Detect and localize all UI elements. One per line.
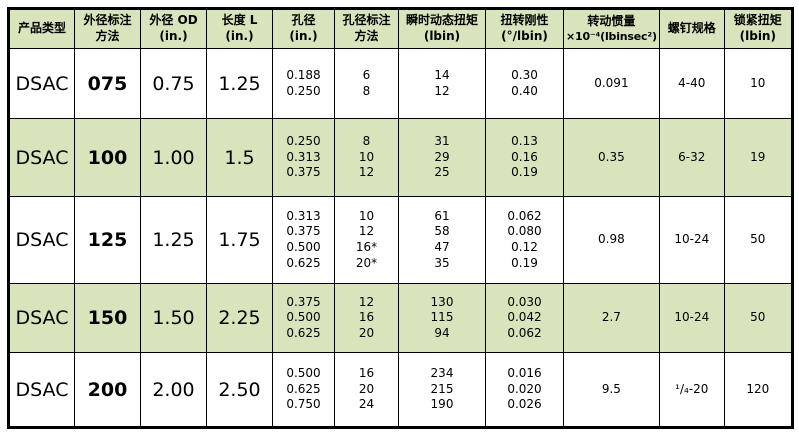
cell-torque: 130 115 94 (398, 283, 486, 353)
header-product-type: 产品类型 (8, 8, 75, 49)
cell-bore-code: 16 20 24 (334, 352, 399, 428)
cell-torque: 14 12 (398, 48, 486, 119)
cell-stiffness: 0.13 0.16 0.19 (485, 118, 564, 197)
cell-torque: 31 29 25 (398, 118, 486, 197)
cell-screw: 6-32 (658, 118, 725, 197)
cell-bore: 0.188 0.250 (272, 48, 335, 119)
header-length: 长度 L (in.) (206, 8, 273, 49)
cell-bore-code: 12 16 20 (334, 283, 399, 353)
cell-lock-torque: 10 (723, 48, 793, 119)
cell-od-code: 200 (74, 352, 141, 428)
table-row: DSAC 100 1.00 1.5 0.250 0.313 0.375 8 10… (8, 118, 793, 197)
cell-od-code: 125 (74, 196, 141, 284)
header-bore-code: 孔径标注 方法 (334, 8, 399, 49)
cell-od-code: 075 (74, 48, 141, 119)
cell-inertia: 0.35 (563, 118, 660, 197)
cell-od-code: 150 (74, 283, 141, 353)
table-row: DSAC 125 1.25 1.75 0.313 0.375 0.500 0.6… (8, 196, 793, 284)
cell-stiffness: 0.062 0.080 0.12 0.19 (485, 196, 564, 284)
cell-product: DSAC (8, 283, 75, 353)
header-od: 外径 OD (in.) (140, 8, 207, 49)
header-dynamic-torque: 瞬时动态扭矩 (lbin) (398, 8, 486, 49)
cell-lock-torque: 50 (723, 283, 793, 353)
header-row: 产品类型 外径标注 方法 外径 OD (in.) 长度 L (in.) 孔径 (in.)… (8, 8, 793, 49)
product-spec-table: 产品类型 外径标注 方法 外径 OD (in.) 长度 L (in.) 孔径 (in.)… (7, 7, 794, 429)
cell-inertia: 2.7 (563, 283, 660, 353)
cell-bore: 0.500 0.625 0.750 (272, 352, 335, 428)
cell-product: DSAC (8, 352, 75, 428)
cell-inertia: 0.091 (563, 48, 660, 119)
cell-torque: 234 215 190 (398, 352, 486, 428)
cell-od: 1.50 (140, 283, 207, 353)
header-od-code: 外径标注 方法 (74, 8, 141, 49)
cell-od-code: 100 (74, 118, 141, 197)
cell-length: 1.25 (206, 48, 273, 119)
cell-stiffness: 0.016 0.020 0.026 (485, 352, 564, 428)
cell-inertia: 0.98 (563, 196, 660, 284)
cell-length: 1.5 (206, 118, 273, 197)
cell-lock-torque: 19 (723, 118, 793, 197)
cell-bore: 0.313 0.375 0.500 0.625 (272, 196, 335, 284)
cell-product: DSAC (8, 118, 75, 197)
header-screw-spec: 螺钉规格 (658, 8, 725, 49)
header-lock-torque: 锁紧扭矩 (lbin) (723, 8, 793, 49)
cell-stiffness: 0.30 0.40 (485, 48, 564, 119)
cell-screw: 4-40 (658, 48, 725, 119)
cell-bore-code: 10 12 16* 20* (334, 196, 399, 284)
cell-bore: 0.250 0.313 0.375 (272, 118, 335, 197)
header-torsional-stiffness: 扭转刚性 (°/lbin) (485, 8, 564, 49)
cell-od: 1.25 (140, 196, 207, 284)
cell-od: 2.00 (140, 352, 207, 428)
cell-bore-code: 8 10 12 (334, 118, 399, 197)
cell-screw: 10-24 (658, 196, 725, 284)
header-bore: 孔径 (in.) (272, 8, 335, 49)
spec-table-sheet: 产品类型 外径标注 方法 外径 OD (in.) 长度 L (in.) 孔径 (in.)… (7, 7, 794, 429)
cell-lock-torque: 50 (723, 196, 793, 284)
cell-product: DSAC (8, 196, 75, 284)
header-inertia: 转动惯量 ×10⁻⁴(lbinsec²) (563, 8, 660, 49)
cell-bore: 0.375 0.500 0.625 (272, 283, 335, 353)
cell-stiffness: 0.030 0.042 0.062 (485, 283, 564, 353)
cell-screw: ¹/₄-20 (658, 352, 725, 428)
table-row: DSAC 200 2.00 2.50 0.500 0.625 0.750 16 … (8, 352, 793, 428)
cell-torque: 61 58 47 35 (398, 196, 486, 284)
cell-od: 0.75 (140, 48, 207, 119)
table-row: DSAC 150 1.50 2.25 0.375 0.500 0.625 12 … (8, 283, 793, 353)
table-row: DSAC 075 0.75 1.25 0.188 0.250 6 8 14 12… (8, 48, 793, 119)
cell-lock-torque: 120 (723, 352, 793, 428)
cell-inertia: 9.5 (563, 352, 660, 428)
cell-product: DSAC (8, 48, 75, 119)
cell-length: 2.50 (206, 352, 273, 428)
cell-screw: 10-24 (658, 283, 725, 353)
cell-length: 1.75 (206, 196, 273, 284)
cell-bore-code: 6 8 (334, 48, 399, 119)
cell-od: 1.00 (140, 118, 207, 197)
cell-length: 2.25 (206, 283, 273, 353)
